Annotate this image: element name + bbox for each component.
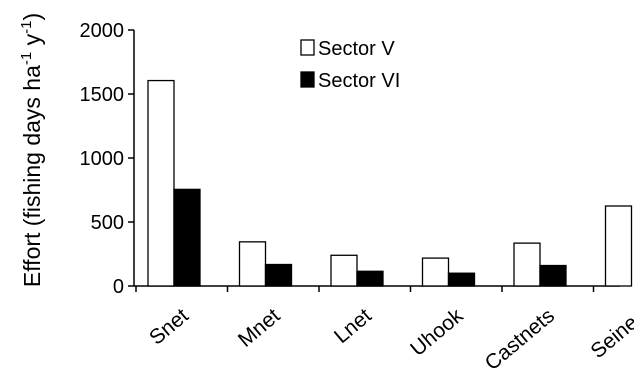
- y-axis-title-sup2: -1: [18, 21, 35, 34]
- bar-sector-v: [148, 81, 174, 286]
- legend-label: Sector V: [318, 38, 395, 60]
- bar-sector-vi: [266, 264, 292, 286]
- legend: Sector V Sector VI: [301, 38, 400, 92]
- bar-sector-vi: [357, 271, 383, 286]
- bar-sector-vi: [540, 266, 566, 286]
- legend-label: Sector VI: [318, 70, 400, 92]
- bar-sector-v: [240, 242, 266, 286]
- bar-sector-vi: [174, 189, 200, 286]
- y-tick-label: 2000: [80, 20, 125, 42]
- y-axis-title-end: ): [19, 13, 45, 21]
- bar-sector-v: [423, 258, 449, 286]
- y-tick-label: 1000: [80, 148, 125, 170]
- y-axis-title: Effort (fishing days ha-1 y-1): [18, 13, 45, 287]
- y-axis-title-sup1: -1: [18, 52, 35, 65]
- y-axis-title-mid: y: [19, 33, 45, 51]
- y-tick-label: 500: [91, 212, 124, 234]
- legend-swatch: [301, 40, 314, 55]
- y-tick-label: 1500: [80, 84, 125, 106]
- y-axis-title-main: Effort (fishing days ha: [19, 65, 45, 287]
- x-tick-label: Snet: [145, 304, 193, 349]
- bar-sector-vi: [449, 273, 475, 286]
- x-tick-label: Uhook: [406, 304, 468, 361]
- x-tick-label: Castnets: [481, 304, 559, 375]
- bar-sector-v: [514, 243, 540, 286]
- y-tick-label: 0: [113, 276, 124, 298]
- bar-sector-v: [606, 206, 632, 286]
- x-tick-label: Mnet: [234, 304, 285, 352]
- legend-swatch: [301, 72, 314, 87]
- x-tick-label: Seines: [586, 304, 634, 363]
- x-tick-label: Lnet: [330, 304, 376, 348]
- bar-sector-v: [331, 255, 357, 286]
- bars: [148, 81, 632, 286]
